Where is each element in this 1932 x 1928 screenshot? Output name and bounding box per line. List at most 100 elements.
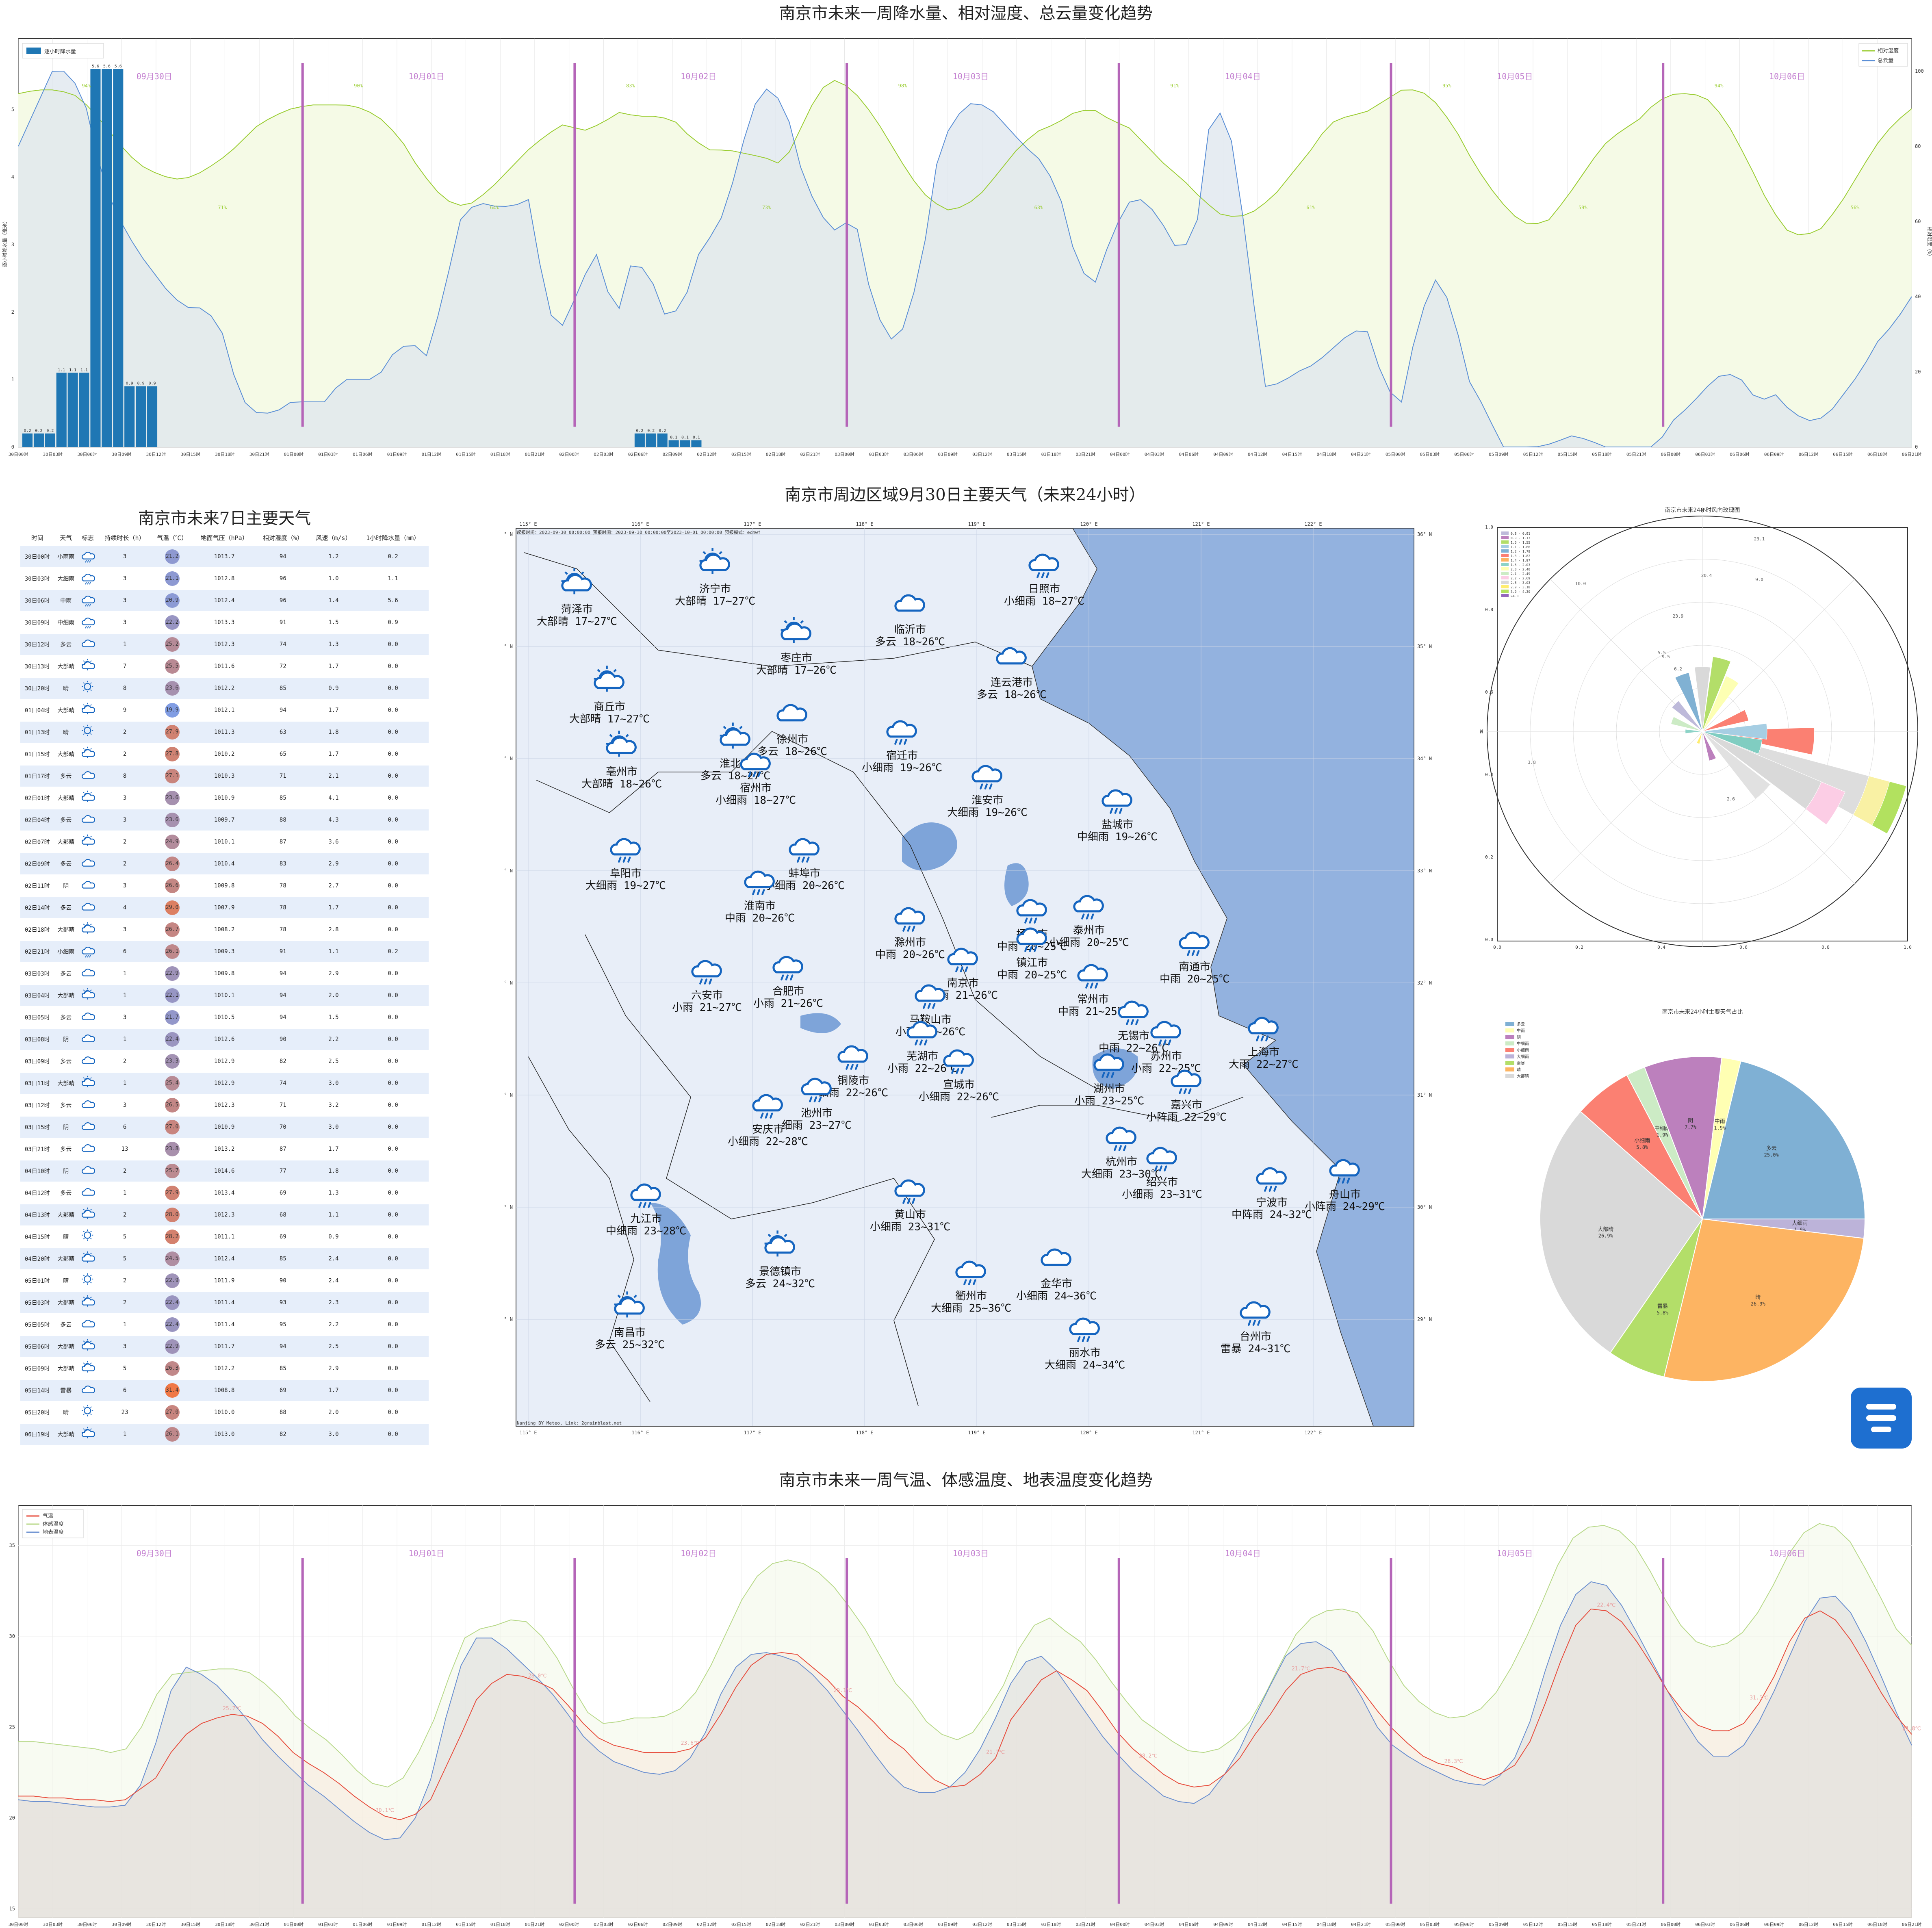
x-tick-label: 30日00时 xyxy=(9,1922,28,1927)
table-row: 02日18时 大部晴 3 26.7 1008.2 78 2.8 0.0 xyxy=(20,919,429,941)
cloud-icon xyxy=(1106,1126,1136,1144)
table-cell: 大细雨 xyxy=(54,568,78,590)
raindrop-icon xyxy=(968,1279,971,1285)
table-cell: 88 xyxy=(256,1401,310,1424)
table-row: 05日03时 大部晴 2 22.4 1011.4 93 2.3 0.0 xyxy=(20,1292,429,1314)
cloud-icon xyxy=(801,1078,832,1095)
city-name: 宣城市 xyxy=(943,1079,975,1091)
lat-tick-label: 31° N xyxy=(504,1092,513,1098)
rose-legend-swatch xyxy=(1501,558,1509,562)
cloud-icon xyxy=(996,647,1027,665)
lat-tick-label: 32° N xyxy=(1417,980,1432,986)
y-tick-label: 20 xyxy=(9,1815,15,1821)
city-forecast: 大部晴 17~27℃ xyxy=(569,713,650,725)
table-cell: 2.2 xyxy=(310,1028,358,1051)
table-cell: 05日09时 xyxy=(20,1358,54,1380)
sun-ray xyxy=(83,748,85,750)
precip-bar-label: 0.2 xyxy=(636,429,643,433)
table-cell: 2.2 xyxy=(310,1314,358,1336)
raindrop-icon xyxy=(989,783,993,789)
table-row: 05日05时 多云 1 22.4 1011.4 95 2.2 0.0 xyxy=(20,1314,429,1336)
table-cell: 1008.2 xyxy=(193,919,256,941)
temp-peak-label: 25.7℃ xyxy=(223,1706,241,1712)
cloud-icon xyxy=(740,753,771,770)
rose-legend-label: >4.3 xyxy=(1511,594,1518,598)
temp-line xyxy=(18,1608,1912,1820)
table-cell: 69 xyxy=(256,1379,310,1402)
table-row: 30日13时 大部晴 7 25.5 1011.6 72 1.7 0.0 xyxy=(20,655,429,678)
rose-legend-label: 2.2 - 2.69 xyxy=(1511,577,1530,580)
x-tick-label: 04日09时 xyxy=(1213,452,1233,457)
raindrop-icon xyxy=(963,1279,967,1285)
weather-icon-cell xyxy=(78,809,98,831)
table-cell: 1013.7 xyxy=(193,546,256,568)
day-label: 10月01日 xyxy=(408,72,444,81)
y-left-tick: 3 xyxy=(11,242,14,247)
table-cell: 94 xyxy=(256,1336,310,1358)
rose-legend-swatch xyxy=(1501,531,1509,535)
temperature-value: 20.9 xyxy=(165,593,180,608)
sun-ray xyxy=(703,551,706,555)
cloud-icon xyxy=(1016,927,1047,945)
table-cell: 1010.9 xyxy=(193,1116,256,1139)
table-cell: 2.0 xyxy=(310,1401,358,1424)
city-forecast: 小细雨 20~25℃ xyxy=(1049,937,1129,949)
raindrop-icon xyxy=(1034,917,1037,924)
rose-legend-swatch xyxy=(1501,540,1509,544)
partly-icon xyxy=(82,988,95,1000)
table-row: 04日13时 大部晴 2 28.0 1012.3 68 1.1 0.0 xyxy=(20,1204,429,1226)
temp-peak-label: 21.7℃ xyxy=(1292,1666,1310,1672)
table-cell: 91 xyxy=(256,941,310,963)
raindrop-icon xyxy=(1095,982,1098,989)
table-row: 05日20时晴 23 27.0 1010.0 88 2.0 0.0 xyxy=(20,1401,429,1424)
city-forecast: 小阵雨 22~29℃ xyxy=(1146,1111,1227,1123)
x-tick-label: 01日00时 xyxy=(284,452,304,457)
lon-tick-label: 117° E xyxy=(744,1430,761,1436)
temperature-value: 25.4 xyxy=(165,1076,180,1091)
table-row: 30日09时 中细雨 3 22.2 1013.3 91 1.5 0.9 xyxy=(20,612,429,634)
weather-icon-cell xyxy=(78,612,98,634)
sun-ray xyxy=(739,726,743,729)
raindrop-icon xyxy=(1036,572,1040,578)
table-cell: 晴 xyxy=(54,677,78,700)
raindrop-icon xyxy=(89,581,91,585)
x-tick-label: 01日15时 xyxy=(456,452,476,457)
x-tick-label: 05日03时 xyxy=(1420,1922,1440,1927)
pie-slice-name: 小细雨 xyxy=(1634,1138,1650,1144)
table-cell: 2.1 xyxy=(310,765,358,787)
x-tick-label: 06日00时 xyxy=(1661,452,1681,457)
city-forecast: 多云 24~32℃ xyxy=(745,1278,815,1290)
cloud-icon xyxy=(894,907,925,925)
table-cell: 1009.3 xyxy=(193,941,256,963)
city-name: 日照市 xyxy=(1028,583,1060,595)
precip-bar-label: 5.6 xyxy=(103,64,111,69)
table-cell: 0.0 xyxy=(357,1248,429,1270)
raindrop-icon xyxy=(770,1113,773,1119)
pie-slice xyxy=(1702,1057,1741,1219)
city-name: 安庆市 xyxy=(752,1123,784,1136)
table-cell: 95 xyxy=(256,1314,310,1336)
raindrop-icon xyxy=(87,603,89,607)
humidity-peak-label: 95% xyxy=(1442,83,1451,89)
weather-icon-cell xyxy=(78,677,98,700)
cloud-icon xyxy=(1118,1000,1149,1018)
table-row: 02日09时 多云 2 26.4 1010.4 83 2.9 0.0 xyxy=(20,853,429,875)
raindrop-icon xyxy=(965,966,968,972)
city-forecast: 中雨 20~25℃ xyxy=(1160,973,1229,985)
table-cell: 71 xyxy=(256,1094,310,1117)
x-tick-label: 05日18时 xyxy=(1592,452,1612,457)
sun-ray xyxy=(800,620,804,624)
pie-slice-pct: 1.9% xyxy=(1657,1132,1669,1138)
city-name: 南通市 xyxy=(1179,961,1210,973)
table-cell: 30日09时 xyxy=(20,612,54,634)
weather-icon-cell xyxy=(78,1182,98,1204)
x-tick-label: 06日06时 xyxy=(1730,1922,1750,1927)
table-header-cell: 持续时长（h） xyxy=(104,534,145,542)
partly-icon xyxy=(82,834,95,846)
precip-bar-label: 0.9 xyxy=(137,382,145,386)
compass-label: N xyxy=(1701,507,1704,514)
table-cell: 02日09时 xyxy=(20,853,54,875)
raindrop-icon xyxy=(89,954,91,958)
